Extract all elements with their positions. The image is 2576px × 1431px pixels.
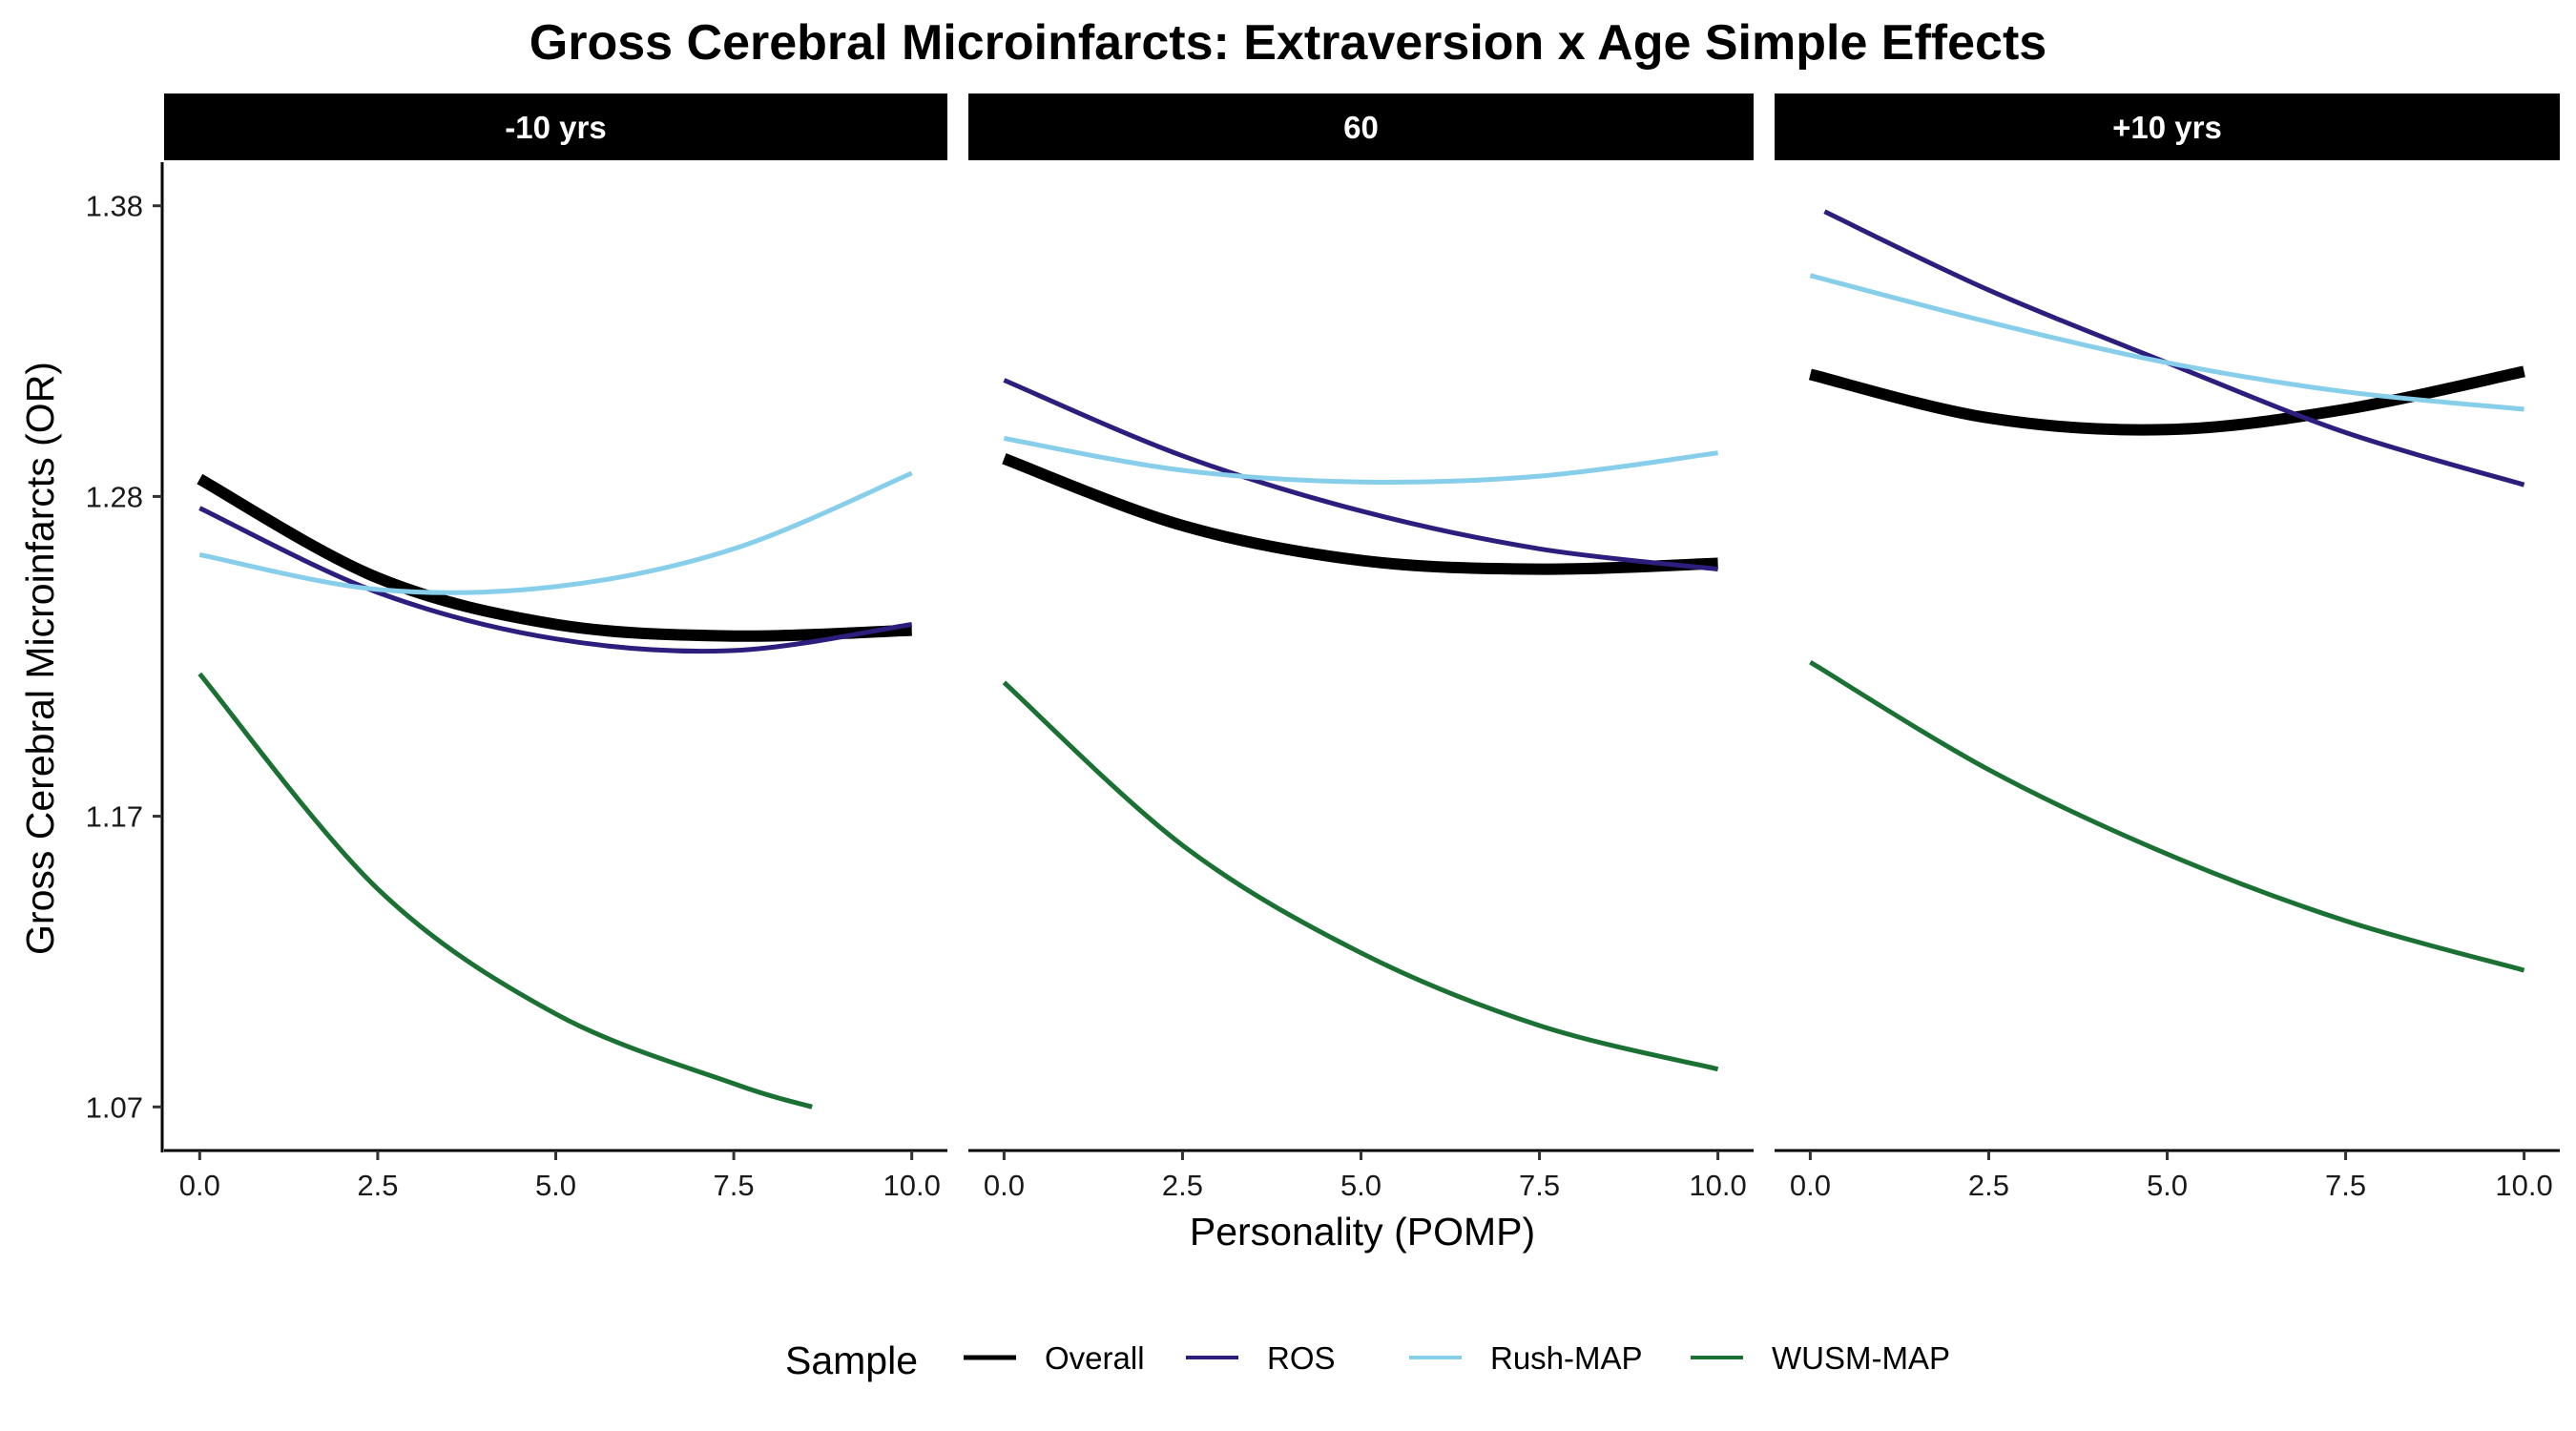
x-tick-label: 10.0	[1689, 1169, 1746, 1202]
x-tick-label: 0.0	[179, 1169, 220, 1202]
x-tick-label: 2.5	[1162, 1169, 1203, 1202]
y-tick-label: 1.17	[86, 800, 143, 834]
x-tick-label: 2.5	[357, 1169, 398, 1202]
x-tick-label: 10.0	[2495, 1169, 2552, 1202]
facet-panel: -10 yrs 0.0 2.5 5.0 7.5 10.0	[164, 93, 947, 1202]
chart-title: Gross Cerebral Microinfarcts: Extraversi…	[530, 15, 2046, 71]
facet-panel: +10 yrs 0.0 2.5 5.0 7.5 10.0	[1775, 93, 2560, 1202]
x-tick-label: 5.0	[1340, 1169, 1381, 1202]
legend-label: ROS	[1267, 1340, 1336, 1376]
x-tick-label: 10.0	[883, 1169, 941, 1202]
legend-label: Rush-MAP	[1490, 1340, 1643, 1376]
facet-panel: 60 0.0 2.5 5.0 7.5 10.0	[968, 93, 1754, 1202]
series-line-rush-map	[198, 470, 913, 595]
series-line-overall	[1002, 453, 1718, 575]
series-line-ros	[198, 506, 913, 654]
series-line-ros	[1003, 378, 1718, 572]
facet-strip	[164, 93, 947, 160]
facet-strip-label: +10 yrs	[2112, 110, 2222, 145]
series-line-overall	[197, 473, 912, 642]
y-tick-label: 1.38	[86, 190, 143, 223]
x-tick-label: 0.0	[984, 1169, 1025, 1202]
legend-label: Overall	[1045, 1340, 1145, 1376]
x-tick-label: 2.5	[1968, 1169, 2009, 1202]
series-line-wusm-map	[1002, 680, 1719, 1072]
x-tick-label: 7.5	[2325, 1169, 2366, 1202]
x-tick-label: 5.0	[535, 1169, 576, 1202]
series-line-ros	[1823, 209, 2525, 487]
legend: Sample Overall ROS Rush-MAP WUSM-MAP	[785, 1338, 1950, 1382]
facet-strip	[1775, 93, 2560, 160]
x-axis-label: Personality (POMP)	[1190, 1210, 1535, 1254]
series-line-rush-map	[1003, 436, 1718, 485]
series-line-wusm-map	[197, 672, 813, 1110]
facet-strip-label: 60	[1343, 110, 1379, 145]
y-tick-label: 1.28	[86, 480, 143, 513]
x-tick-label: 0.0	[1790, 1169, 1831, 1202]
series-line-wusm-map	[1809, 659, 2525, 973]
x-tick-label: 7.5	[1519, 1169, 1560, 1202]
y-tick-label: 1.07	[86, 1090, 143, 1124]
y-axis-label: Gross Cerebral Microinfarcts (OR)	[18, 362, 62, 955]
x-tick-label: 7.5	[714, 1169, 755, 1202]
series-line-rush-map	[1809, 273, 2524, 412]
legend-title: Sample	[785, 1338, 918, 1382]
facet-strip	[968, 93, 1754, 160]
x-tick-label: 5.0	[2147, 1169, 2188, 1202]
facet-strip-label: -10 yrs	[505, 110, 606, 145]
legend-label: WUSM-MAP	[1772, 1340, 1950, 1376]
